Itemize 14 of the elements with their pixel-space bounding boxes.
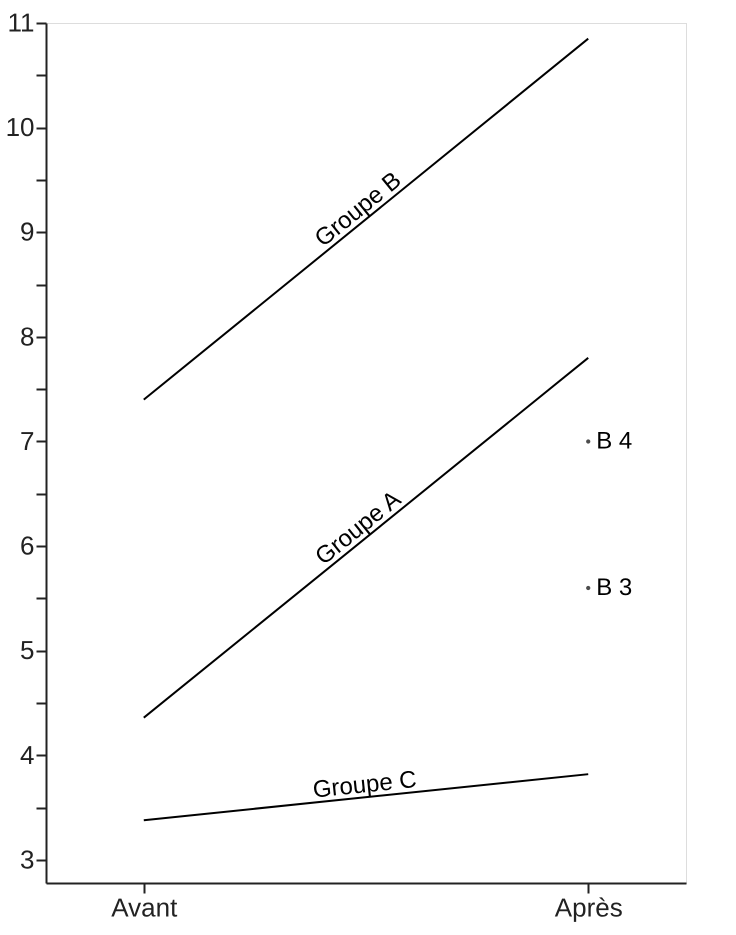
text: Groupe C xyxy=(312,766,418,804)
series-label: B 4 xyxy=(596,427,632,454)
y-tick-label: 11 xyxy=(8,8,34,38)
y-tick-label: 5 xyxy=(20,635,34,666)
y-tick-label: 10 xyxy=(6,112,34,142)
series-label: B 3 xyxy=(596,574,632,601)
y-tick-label: 3 xyxy=(20,844,34,874)
y-tick-label: 7 xyxy=(20,426,34,456)
y-tick-label: 8 xyxy=(20,321,34,352)
x-tick-label: Avant xyxy=(111,892,178,922)
x-tick-label: Après xyxy=(554,892,623,922)
y-tick-label: 9 xyxy=(20,216,34,247)
y-tick-label: 6 xyxy=(20,530,34,561)
y-tick-label: 4 xyxy=(20,740,34,770)
